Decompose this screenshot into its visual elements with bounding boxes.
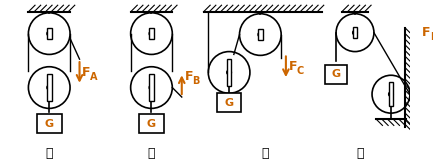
Text: A: A bbox=[90, 72, 97, 82]
Text: F: F bbox=[289, 60, 297, 73]
Text: C: C bbox=[296, 66, 304, 77]
Circle shape bbox=[352, 30, 357, 35]
Text: 丙: 丙 bbox=[262, 147, 269, 160]
Text: F: F bbox=[184, 70, 193, 83]
Text: 乙: 乙 bbox=[148, 147, 155, 160]
Bar bbox=[149, 74, 154, 101]
Bar bbox=[217, 93, 242, 112]
Bar bbox=[325, 65, 347, 84]
Text: B: B bbox=[192, 76, 200, 86]
Text: G: G bbox=[225, 98, 234, 108]
Bar bbox=[149, 28, 154, 39]
Text: F: F bbox=[82, 66, 91, 79]
Bar bbox=[258, 29, 263, 40]
Text: D: D bbox=[430, 32, 433, 42]
Circle shape bbox=[258, 32, 263, 37]
Bar bbox=[388, 82, 393, 107]
Bar bbox=[47, 74, 52, 101]
Text: G: G bbox=[332, 69, 341, 79]
Circle shape bbox=[149, 31, 154, 36]
Bar bbox=[47, 28, 52, 39]
Text: G: G bbox=[45, 119, 54, 128]
Bar bbox=[37, 114, 61, 133]
Circle shape bbox=[47, 31, 52, 36]
Bar bbox=[227, 59, 232, 86]
Circle shape bbox=[388, 92, 393, 97]
Text: 丁: 丁 bbox=[356, 147, 363, 160]
Text: G: G bbox=[147, 119, 156, 128]
Text: 甲: 甲 bbox=[45, 147, 53, 160]
Bar bbox=[139, 114, 164, 133]
Text: F: F bbox=[422, 26, 431, 39]
Bar bbox=[352, 27, 357, 38]
Circle shape bbox=[227, 70, 232, 75]
Circle shape bbox=[149, 85, 154, 90]
Circle shape bbox=[47, 85, 52, 90]
